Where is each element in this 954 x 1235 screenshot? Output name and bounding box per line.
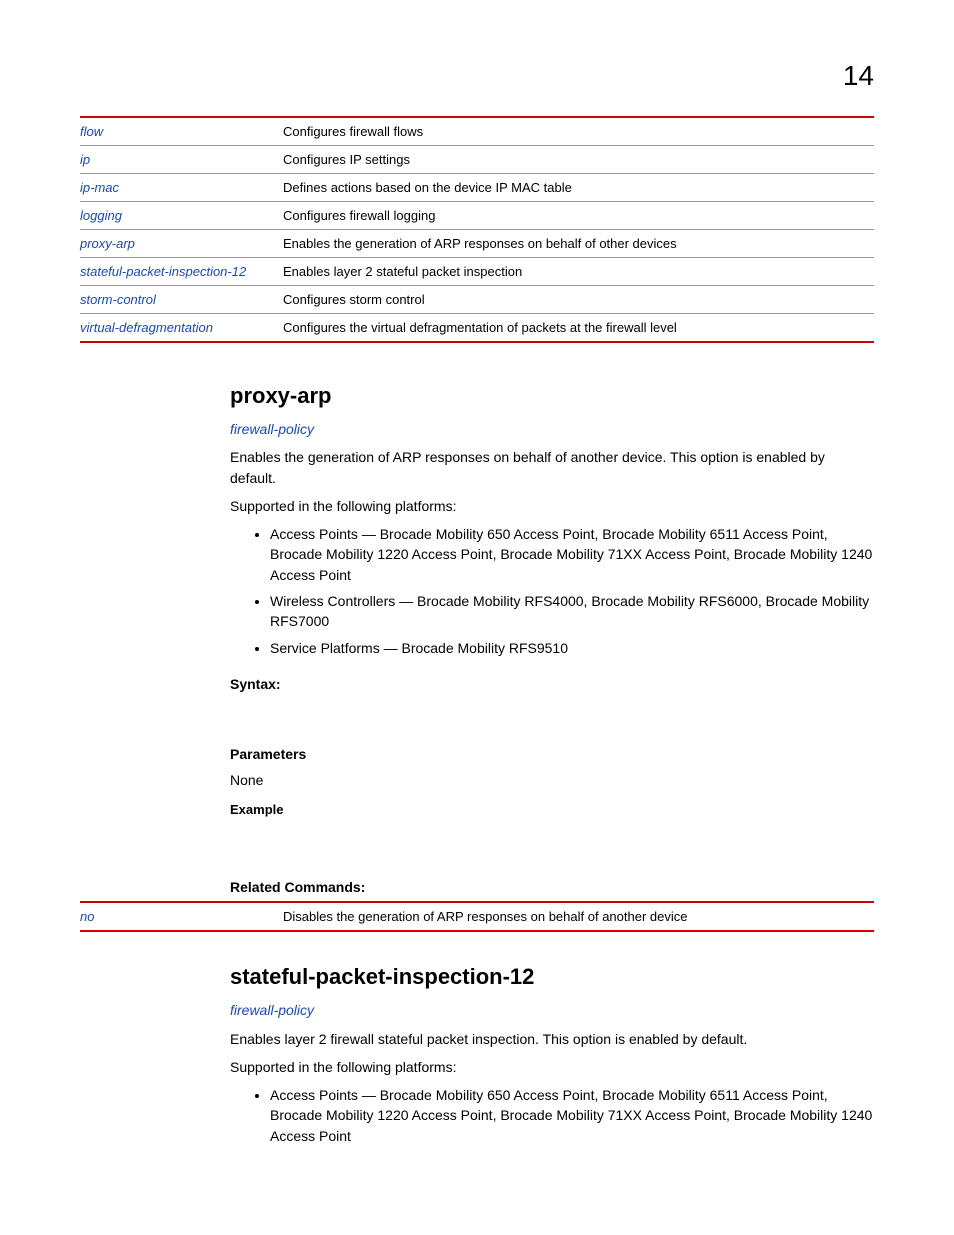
table-row: flow Configures firewall flows bbox=[80, 117, 874, 146]
parameters-value: None bbox=[230, 770, 874, 790]
intro-paragraph: Enables layer 2 firewall stateful packet… bbox=[230, 1029, 874, 1049]
table-row: proxy-arp Enables the generation of ARP r… bbox=[80, 230, 874, 258]
context-link-firewall-policy[interactable]: firewall-policy bbox=[230, 421, 314, 437]
command-link[interactable]: flow bbox=[80, 124, 103, 139]
platform-list: Access Points — Brocade Mobility 650 Acc… bbox=[270, 524, 874, 658]
command-link[interactable]: no bbox=[80, 909, 94, 924]
command-description: Enables the generation of ARP responses … bbox=[283, 230, 874, 258]
command-link[interactable]: proxy-arp bbox=[80, 236, 135, 251]
table-row: ip Configures IP settings bbox=[80, 146, 874, 174]
command-description: Disables the generation of ARP responses… bbox=[283, 902, 874, 931]
list-item: Access Points — Brocade Mobility 650 Acc… bbox=[270, 524, 874, 585]
table-row: no Disables the generation of ARP respons… bbox=[80, 902, 874, 931]
command-link[interactable]: storm-control bbox=[80, 292, 156, 307]
platform-list: Access Points — Brocade Mobility 650 Acc… bbox=[270, 1085, 874, 1146]
command-link[interactable]: virtual-defragmentation bbox=[80, 320, 213, 335]
supported-label: Supported in the following platforms: bbox=[230, 496, 874, 516]
command-description: Configures storm control bbox=[283, 286, 874, 314]
related-commands-table: no Disables the generation of ARP respons… bbox=[80, 901, 874, 932]
list-item: Access Points — Brocade Mobility 650 Acc… bbox=[270, 1085, 874, 1146]
command-description: Configures firewall flows bbox=[283, 117, 874, 146]
related-commands-heading: Related Commands: bbox=[230, 879, 874, 895]
table-row: stateful-packet-inspection-12 Enables lay… bbox=[80, 258, 874, 286]
context-link-firewall-policy[interactable]: firewall-policy bbox=[230, 1002, 314, 1018]
list-item: Wireless Controllers — Brocade Mobility … bbox=[270, 591, 874, 632]
command-link[interactable]: ip-mac bbox=[80, 180, 119, 195]
page-number: 14 bbox=[80, 60, 874, 92]
command-description: Configures firewall logging bbox=[283, 202, 874, 230]
example-heading: Example bbox=[230, 802, 874, 817]
command-link[interactable]: logging bbox=[80, 208, 122, 223]
command-description: Enables layer 2 stateful packet inspecti… bbox=[283, 258, 874, 286]
list-item: Service Platforms — Brocade Mobility RFS… bbox=[270, 638, 874, 658]
supported-label: Supported in the following platforms: bbox=[230, 1057, 874, 1077]
table-row: ip-mac Defines actions based on the devic… bbox=[80, 174, 874, 202]
syntax-heading: Syntax: bbox=[230, 676, 874, 692]
table-row: virtual-defragmentation Configures the vi… bbox=[80, 314, 874, 343]
command-description: Defines actions based on the device IP M… bbox=[283, 174, 874, 202]
commands-table: flow Configures firewall flows ip Configure… bbox=[80, 116, 874, 343]
table-row: logging Configures firewall logging bbox=[80, 202, 874, 230]
command-link[interactable]: ip bbox=[80, 152, 90, 167]
parameters-heading: Parameters bbox=[230, 746, 874, 762]
command-link[interactable]: stateful-packet-inspection-12 bbox=[80, 264, 246, 279]
command-description: Configures the virtual defragmentation o… bbox=[283, 314, 874, 343]
intro-paragraph: Enables the generation of ARP responses … bbox=[230, 447, 874, 488]
section-title-proxy-arp: proxy-arp bbox=[230, 383, 874, 409]
section-title-spi12: stateful-packet-inspection-12 bbox=[230, 964, 874, 990]
table-row: storm-control Configures storm control bbox=[80, 286, 874, 314]
content-body: proxy-arp firewall-policy Enables the ge… bbox=[230, 383, 874, 1146]
command-description: Configures IP settings bbox=[283, 146, 874, 174]
